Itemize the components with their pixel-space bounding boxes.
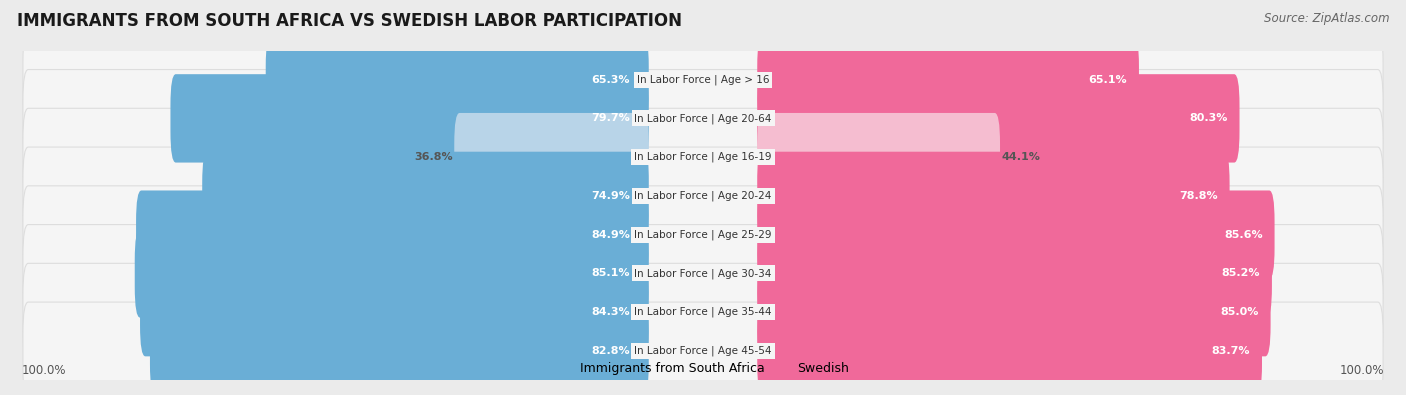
FancyBboxPatch shape	[758, 190, 1275, 279]
FancyBboxPatch shape	[758, 307, 1263, 395]
FancyBboxPatch shape	[758, 229, 1272, 318]
Text: 83.7%: 83.7%	[1212, 346, 1250, 356]
FancyBboxPatch shape	[22, 186, 1384, 284]
Text: 82.8%: 82.8%	[592, 346, 630, 356]
Text: 78.8%: 78.8%	[1180, 191, 1218, 201]
Text: In Labor Force | Age 25-29: In Labor Force | Age 25-29	[634, 229, 772, 240]
FancyBboxPatch shape	[758, 268, 1271, 356]
Text: In Labor Force | Age 30-34: In Labor Force | Age 30-34	[634, 268, 772, 278]
Text: 79.7%: 79.7%	[592, 113, 630, 123]
FancyBboxPatch shape	[22, 225, 1384, 322]
Text: 84.9%: 84.9%	[592, 229, 630, 240]
Text: 65.3%: 65.3%	[592, 75, 630, 85]
Text: Source: ZipAtlas.com: Source: ZipAtlas.com	[1264, 12, 1389, 25]
FancyBboxPatch shape	[758, 152, 1230, 240]
Text: 85.6%: 85.6%	[1225, 229, 1263, 240]
FancyBboxPatch shape	[266, 36, 648, 124]
Text: 74.9%: 74.9%	[592, 191, 630, 201]
FancyBboxPatch shape	[136, 190, 648, 279]
Text: 65.1%: 65.1%	[1088, 75, 1128, 85]
Text: In Labor Force | Age > 16: In Labor Force | Age > 16	[637, 74, 769, 85]
FancyBboxPatch shape	[141, 268, 648, 356]
Text: 85.1%: 85.1%	[592, 269, 630, 278]
Text: 100.0%: 100.0%	[1340, 364, 1385, 377]
FancyBboxPatch shape	[202, 152, 648, 240]
Text: In Labor Force | Age 20-24: In Labor Force | Age 20-24	[634, 191, 772, 201]
FancyBboxPatch shape	[758, 36, 1139, 124]
Text: 80.3%: 80.3%	[1189, 113, 1227, 123]
Text: In Labor Force | Age 35-44: In Labor Force | Age 35-44	[634, 307, 772, 318]
FancyBboxPatch shape	[22, 302, 1384, 395]
FancyBboxPatch shape	[22, 108, 1384, 206]
Text: In Labor Force | Age 45-54: In Labor Force | Age 45-54	[634, 346, 772, 356]
Text: 84.3%: 84.3%	[592, 307, 630, 317]
FancyBboxPatch shape	[22, 70, 1384, 167]
Text: In Labor Force | Age 20-64: In Labor Force | Age 20-64	[634, 113, 772, 124]
Legend: Immigrants from South Africa, Swedish: Immigrants from South Africa, Swedish	[553, 357, 853, 380]
FancyBboxPatch shape	[454, 113, 648, 201]
FancyBboxPatch shape	[170, 74, 648, 163]
Text: 85.0%: 85.0%	[1220, 307, 1258, 317]
FancyBboxPatch shape	[758, 74, 1240, 163]
Text: 85.2%: 85.2%	[1222, 269, 1260, 278]
Text: IMMIGRANTS FROM SOUTH AFRICA VS SWEDISH LABOR PARTICIPATION: IMMIGRANTS FROM SOUTH AFRICA VS SWEDISH …	[17, 12, 682, 30]
Text: In Labor Force | Age 16-19: In Labor Force | Age 16-19	[634, 152, 772, 162]
FancyBboxPatch shape	[22, 31, 1384, 128]
FancyBboxPatch shape	[22, 147, 1384, 245]
FancyBboxPatch shape	[150, 307, 648, 395]
Text: 36.8%: 36.8%	[415, 152, 453, 162]
FancyBboxPatch shape	[758, 113, 1000, 201]
Text: 100.0%: 100.0%	[21, 364, 66, 377]
FancyBboxPatch shape	[22, 263, 1384, 361]
Text: 44.1%: 44.1%	[1001, 152, 1040, 162]
FancyBboxPatch shape	[135, 229, 648, 318]
